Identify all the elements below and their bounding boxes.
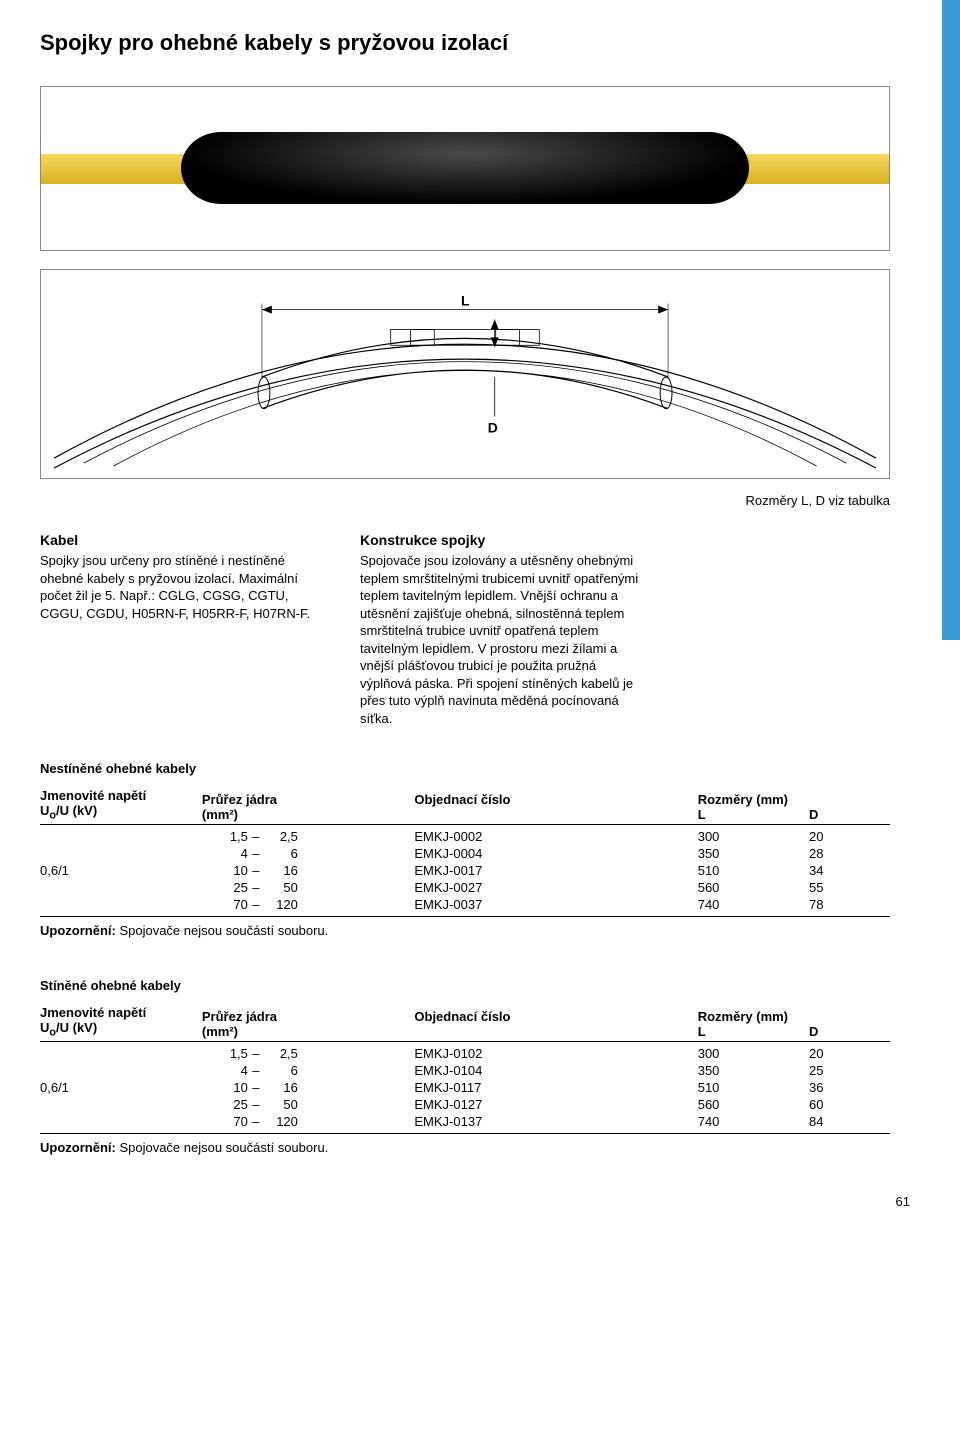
diagram-svg: L D	[41, 270, 889, 478]
table-unshielded: Jmenovité napětí Uo/U (kV) Průřez jádra …	[40, 786, 890, 917]
table-row: 25–50EMKJ-012756060	[40, 1096, 890, 1113]
table-row: 1,5–2,5EMKJ-010230020	[40, 1041, 890, 1062]
th-cross: Průřez jádra	[202, 792, 277, 807]
page-title: Spojky pro ohebné kabely s pryžovou izol…	[40, 30, 910, 56]
table-shielded: Jmenovité napětí Uo/U (kV) Průřez jádra …	[40, 1003, 890, 1134]
th-voltage-unit: Uo/U (kV)	[40, 803, 97, 818]
kabel-column: Kabel Spojky jsou určeny pro stíněné i n…	[40, 532, 320, 727]
konstrukce-heading: Konstrukce spojky	[360, 532, 640, 548]
product-photo	[40, 86, 890, 251]
diagram-label-L: L	[461, 293, 470, 309]
table-row: 70–120EMKJ-003774078	[40, 896, 890, 917]
th-cross-unit: (mm²)	[202, 807, 238, 822]
th-L: L	[698, 807, 706, 822]
kabel-heading: Kabel	[40, 532, 320, 548]
table2-title: Stíněné ohebné kabely	[40, 978, 910, 993]
th-D: D	[809, 807, 818, 822]
th-voltage: Jmenovité napětí	[40, 788, 146, 803]
table-row: 0,6/110–16EMKJ-011751036	[40, 1079, 890, 1096]
th-dims: Rozměry (mm)	[698, 792, 788, 807]
table-row: 0,6/110–16EMKJ-001751034	[40, 862, 890, 879]
dimension-diagram: L D	[40, 269, 890, 479]
side-tab	[942, 0, 960, 640]
table1-note: Upozornění: Spojovače nejsou součástí so…	[40, 923, 910, 938]
table-row: 4–6EMKJ-000435028	[40, 845, 890, 862]
table-row: 4–6EMKJ-010435025	[40, 1062, 890, 1079]
table-row: 70–120EMKJ-013774084	[40, 1113, 890, 1134]
konstrukce-column: Konstrukce spojky Spojovače jsou izolová…	[360, 532, 640, 727]
table-row: 1,5–2,5EMKJ-000230020	[40, 825, 890, 846]
konstrukce-text: Spojovače jsou izolovány a utěsněny oheb…	[360, 552, 640, 727]
table1-title: Nestíněné ohebné kabely	[40, 761, 910, 776]
table-row: 25–50EMKJ-002756055	[40, 879, 890, 896]
kabel-text: Spojky jsou určeny pro stíněné i nestíně…	[40, 552, 320, 622]
th-order: Objednací číslo	[414, 792, 510, 807]
diagram-caption: Rozměry L, D viz tabulka	[40, 493, 890, 508]
table2-note: Upozornění: Spojovače nejsou součástí so…	[40, 1140, 910, 1155]
diagram-label-D: D	[488, 419, 498, 435]
page-number: 61	[896, 1194, 910, 1209]
